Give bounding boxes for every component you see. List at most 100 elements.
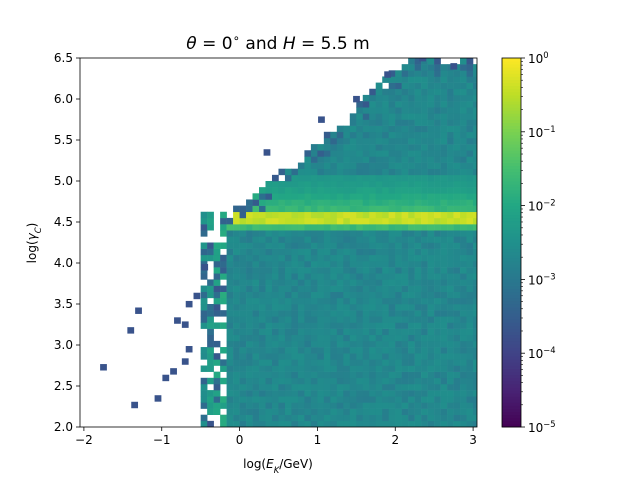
heatmap-cell xyxy=(200,273,208,280)
heatmap-cell xyxy=(317,267,325,274)
heatmap-cell xyxy=(408,291,415,299)
heatmap-cell xyxy=(388,273,396,280)
heatmap-cell xyxy=(278,359,286,366)
heatmap-cell xyxy=(447,260,454,268)
heatmap-cell xyxy=(349,365,357,372)
heatmap-cell xyxy=(343,131,351,139)
heatmap-cell xyxy=(226,353,234,360)
heatmap-cell xyxy=(271,199,279,206)
heatmap-cell xyxy=(453,248,461,256)
heatmap-cell xyxy=(414,371,422,379)
heatmap-cell xyxy=(427,230,435,237)
heatmap-cell xyxy=(421,322,428,329)
heatmap-cell xyxy=(414,383,422,391)
colorbar-segment xyxy=(502,217,521,222)
heatmap-cell xyxy=(466,236,474,243)
heatmap-cell xyxy=(473,88,477,96)
heatmap-cell xyxy=(336,242,344,249)
heatmap-cell xyxy=(317,310,325,317)
heatmap-cell xyxy=(336,371,344,379)
heatmap-cell xyxy=(408,316,415,323)
heatmap-cell xyxy=(408,236,415,243)
heatmap-cell xyxy=(375,365,383,372)
heatmap-cell xyxy=(200,254,208,262)
heatmap-cell xyxy=(460,119,467,126)
heatmap-cell xyxy=(362,371,370,379)
colorbar-segment xyxy=(502,316,521,320)
heatmap-cell xyxy=(278,230,286,237)
heatmap-cell xyxy=(434,125,441,133)
heatmap-cell xyxy=(395,82,402,90)
heatmap-cell xyxy=(447,365,454,372)
heatmap-cell xyxy=(362,236,370,243)
heatmap-cell xyxy=(414,248,422,256)
heatmap-cell xyxy=(473,322,477,329)
heatmap-cell xyxy=(408,359,415,366)
heatmap-cell xyxy=(317,248,325,256)
heatmap-cell xyxy=(388,279,396,286)
colorbar-segment xyxy=(502,58,521,62)
heatmap-cell xyxy=(466,76,474,83)
heatmap-cell xyxy=(460,365,467,372)
heatmap-cell xyxy=(310,297,318,305)
heatmap-cell xyxy=(434,371,441,379)
heatmap-cell xyxy=(408,187,415,194)
heatmap-cell xyxy=(453,291,461,299)
heatmap-cell xyxy=(271,414,279,422)
heatmap-cell xyxy=(291,205,299,213)
heatmap-cell xyxy=(356,414,364,422)
heatmap-cell xyxy=(375,254,383,262)
heatmap-cell xyxy=(356,334,364,342)
heatmap-cell xyxy=(317,297,325,305)
heatmap-cell xyxy=(349,371,357,379)
heatmap-cell xyxy=(447,297,454,305)
heatmap-cell xyxy=(356,119,364,126)
heatmap-cell xyxy=(388,199,396,206)
heatmap-cell xyxy=(473,328,477,336)
heatmap-cell xyxy=(323,260,331,268)
heatmap-cell xyxy=(466,260,474,268)
heatmap-cell xyxy=(382,156,389,163)
heatmap-cell xyxy=(434,58,441,65)
heatmap-cell xyxy=(382,304,389,311)
heatmap-cell xyxy=(330,217,338,225)
heatmap-cell xyxy=(382,316,389,323)
colorbar-segment xyxy=(502,181,521,185)
heatmap-cell xyxy=(259,328,266,336)
heatmap-cell xyxy=(330,224,338,231)
heatmap-cell xyxy=(427,174,435,182)
heatmap-cell xyxy=(336,193,344,200)
heatmap-cell xyxy=(453,119,461,126)
heatmap-cell xyxy=(343,340,351,348)
heatmap-cell xyxy=(343,242,351,249)
heatmap-cell xyxy=(401,64,409,71)
heatmap-cell xyxy=(408,383,415,391)
heatmap-cell xyxy=(271,224,279,231)
heatmap-cell xyxy=(330,297,338,305)
heatmap-cell xyxy=(453,371,461,379)
heatmap-cell xyxy=(421,359,428,366)
heatmap-cell xyxy=(233,248,240,256)
heatmap-cell xyxy=(246,359,253,366)
heatmap-cell xyxy=(330,420,338,427)
heatmap-cell xyxy=(362,273,370,280)
heatmap-cell xyxy=(395,359,402,366)
heatmap-cell xyxy=(252,205,260,213)
heatmap-cell xyxy=(252,402,260,409)
heatmap-cell xyxy=(304,254,312,262)
heatmap-cell xyxy=(362,279,370,286)
heatmap-cell xyxy=(414,328,422,336)
heatmap-cell xyxy=(226,365,234,372)
heatmap-cell xyxy=(323,377,331,385)
heatmap-cell xyxy=(414,70,422,77)
heatmap-cell xyxy=(233,267,240,274)
heatmap-cell xyxy=(427,260,435,268)
heatmap-cell xyxy=(170,368,177,375)
heatmap-cell xyxy=(252,291,260,299)
heatmap-cell xyxy=(207,242,214,249)
heatmap-cell xyxy=(408,64,415,71)
heatmap-cell xyxy=(349,137,357,145)
heatmap-cell xyxy=(440,402,448,409)
heatmap-cell xyxy=(349,187,357,194)
heatmap-cell xyxy=(356,390,364,397)
